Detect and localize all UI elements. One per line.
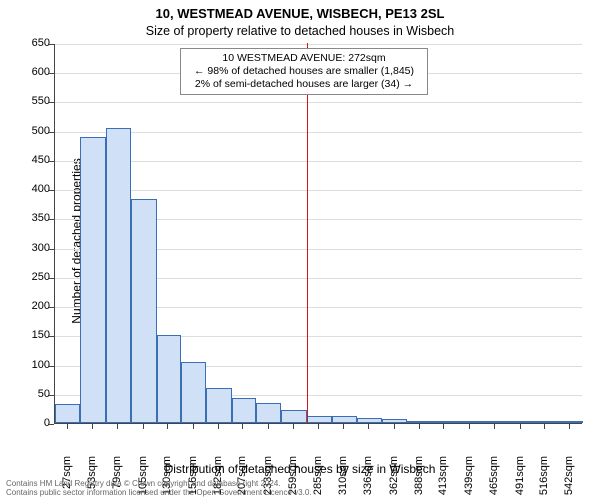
- chart-title-subtitle: Size of property relative to detached ho…: [0, 24, 600, 38]
- chart-container: 10, WESTMEAD AVENUE, WISBECH, PE13 2SL S…: [0, 0, 600, 500]
- y-tick-mark: [49, 336, 54, 337]
- x-tick-mark: [368, 424, 369, 429]
- y-tick-label: 250: [10, 271, 50, 283]
- histogram-bar: [307, 416, 332, 423]
- histogram-bar: [433, 421, 457, 423]
- histogram-bar: [181, 362, 206, 423]
- annotation-line-3: 2% of semi-detached houses are larger (3…: [187, 78, 421, 91]
- y-tick-mark: [49, 219, 54, 220]
- gridline: [55, 44, 582, 45]
- histogram-bar: [508, 421, 533, 423]
- x-axis-label: Distribution of detached houses by size …: [0, 462, 600, 476]
- copyright-line-1: Contains HM Land Registry data © Crown c…: [6, 479, 281, 488]
- y-tick-mark: [49, 366, 54, 367]
- histogram-bar: [332, 416, 356, 423]
- x-tick-mark: [242, 424, 243, 429]
- y-tick-label: 300: [10, 242, 50, 254]
- x-tick-mark: [318, 424, 319, 429]
- copyright-line-2: Contains public sector information licen…: [6, 488, 312, 497]
- histogram-bar: [457, 421, 482, 423]
- x-tick-mark: [167, 424, 168, 429]
- histogram-bar: [256, 403, 281, 423]
- y-tick-mark: [49, 424, 54, 425]
- x-tick-mark: [469, 424, 470, 429]
- histogram-bar: [558, 421, 583, 423]
- y-tick-label: 150: [10, 329, 50, 341]
- plot-area: [54, 44, 582, 424]
- annotation-box: 10 WESTMEAD AVENUE: 272sqm ← 98% of deta…: [180, 48, 428, 95]
- gridline: [55, 102, 582, 103]
- x-tick-mark: [394, 424, 395, 429]
- y-tick-label: 600: [10, 66, 50, 78]
- y-tick-label: 400: [10, 183, 50, 195]
- histogram-bar: [382, 419, 407, 423]
- y-tick-mark: [49, 395, 54, 396]
- histogram-bar: [482, 421, 507, 423]
- y-tick-label: 100: [10, 359, 50, 371]
- y-tick-label: 450: [10, 154, 50, 166]
- x-tick-mark: [268, 424, 269, 429]
- copyright-notice: Contains HM Land Registry data © Crown c…: [6, 480, 312, 498]
- histogram-bar: [407, 421, 432, 423]
- histogram-bar: [357, 418, 382, 423]
- y-tick-label: 650: [10, 37, 50, 49]
- histogram-bar: [281, 410, 306, 423]
- annotation-line-2: ← 98% of detached houses are smaller (1,…: [187, 65, 421, 78]
- y-tick-mark: [49, 161, 54, 162]
- y-tick-mark: [49, 190, 54, 191]
- histogram-bar: [206, 388, 231, 423]
- histogram-bar: [106, 128, 131, 423]
- x-tick-mark: [143, 424, 144, 429]
- y-tick-mark: [49, 44, 54, 45]
- reference-line: [307, 43, 308, 423]
- gridline: [55, 161, 582, 162]
- y-tick-label: 550: [10, 95, 50, 107]
- histogram-bar: [55, 404, 80, 423]
- gridline: [55, 190, 582, 191]
- y-tick-mark: [49, 102, 54, 103]
- y-tick-label: 50: [10, 388, 50, 400]
- x-tick-mark: [544, 424, 545, 429]
- x-tick-mark: [443, 424, 444, 429]
- x-tick-mark: [92, 424, 93, 429]
- x-tick-mark: [193, 424, 194, 429]
- histogram-bar: [232, 398, 256, 423]
- y-tick-mark: [49, 73, 54, 74]
- y-tick-label: 500: [10, 125, 50, 137]
- x-tick-mark: [494, 424, 495, 429]
- x-tick-mark: [343, 424, 344, 429]
- y-tick-mark: [49, 278, 54, 279]
- x-tick-mark: [520, 424, 521, 429]
- x-tick-mark: [218, 424, 219, 429]
- histogram-bar: [131, 199, 156, 423]
- y-tick-mark: [49, 249, 54, 250]
- histogram-bar: [533, 421, 557, 423]
- x-tick-mark: [569, 424, 570, 429]
- y-tick-label: 200: [10, 300, 50, 312]
- histogram-bar: [80, 137, 105, 423]
- histogram-bar: [157, 335, 181, 423]
- x-tick-mark: [419, 424, 420, 429]
- x-tick-mark: [117, 424, 118, 429]
- y-tick-mark: [49, 132, 54, 133]
- chart-title-address: 10, WESTMEAD AVENUE, WISBECH, PE13 2SL: [0, 6, 600, 21]
- y-tick-label: 350: [10, 212, 50, 224]
- y-tick-label: 0: [10, 417, 50, 429]
- x-tick-mark: [293, 424, 294, 429]
- annotation-line-1: 10 WESTMEAD AVENUE: 272sqm: [187, 52, 421, 65]
- gridline: [55, 132, 582, 133]
- y-tick-mark: [49, 307, 54, 308]
- x-tick-mark: [67, 424, 68, 429]
